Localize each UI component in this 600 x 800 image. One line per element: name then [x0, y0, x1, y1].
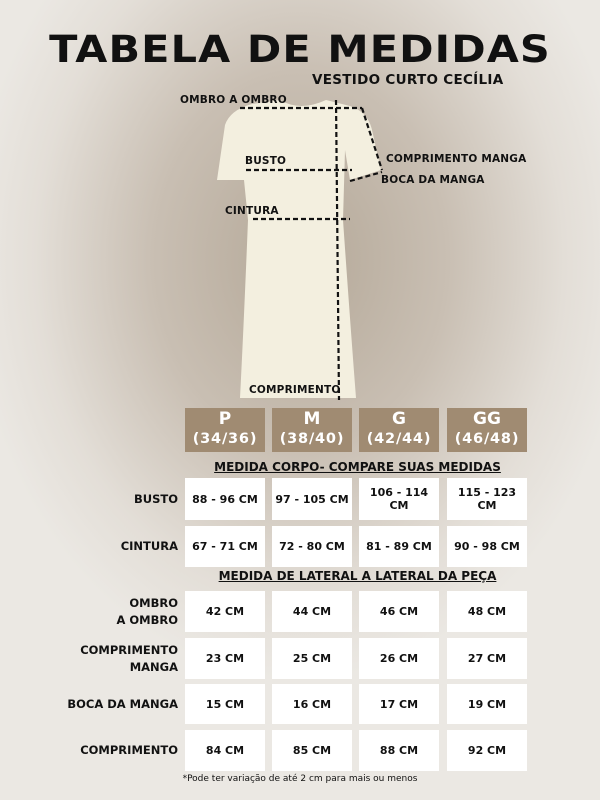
size-letter: M	[303, 409, 321, 429]
table-cell: 85 CM	[272, 730, 352, 771]
table-cell: 27 CM	[447, 638, 527, 679]
row-label: CINTURA	[120, 539, 178, 553]
footnote: *Pode ter variação de até 2 cm para mais…	[182, 774, 418, 784]
table-cell: 72 - 80 CM	[272, 526, 352, 567]
dress-illustration	[217, 99, 384, 401]
size-header-gg: GG (46/48)	[447, 408, 527, 452]
label-comp-manga: COMPRIMENTO MANGA	[386, 153, 527, 165]
section-body-title: MEDIDA CORPO- COMPARE SUAS MEDIDAS	[214, 460, 501, 474]
table-cell: 92 CM	[447, 730, 527, 771]
size-range: (42/44)	[366, 431, 432, 447]
size-range: (46/48)	[454, 431, 520, 447]
table-cell: 25 CM	[272, 638, 352, 679]
table-cell: 44 CM	[272, 591, 352, 632]
table-cell: 106 - 114 CM	[359, 478, 439, 520]
table-cell: 88 CM	[359, 730, 439, 771]
table-cell: 26 CM	[359, 638, 439, 679]
table-cell: 88 - 96 CM	[185, 478, 265, 520]
section-garment-title: MEDIDA DE LATERAL A LATERAL DA PEÇA	[218, 569, 497, 583]
product-name: VESTIDO CURTO CECÍLIA	[312, 72, 504, 88]
size-header-g: G (42/44)	[359, 408, 439, 452]
table-cell: 81 - 89 CM	[359, 526, 439, 567]
table-cell: 67 - 71 CM	[185, 526, 265, 567]
label-cintura: CINTURA	[225, 205, 279, 217]
table-cell: 46 CM	[359, 591, 439, 632]
table-cell: 23 CM	[185, 638, 265, 679]
dress-shape	[217, 100, 381, 398]
table-cell: 48 CM	[447, 591, 527, 632]
label-boca-manga: BOCA DA MANGA	[381, 174, 485, 186]
table-cell: 84 CM	[185, 730, 265, 771]
row-label: OMBRO A OMBRO	[116, 595, 178, 627]
table-cell: 15 CM	[185, 684, 265, 724]
table-cell: 97 - 105 CM	[272, 478, 352, 520]
row-label: BUSTO	[133, 491, 178, 506]
size-range: (38/40)	[279, 431, 345, 447]
page-title: TABELA DE MEDIDAS	[49, 28, 551, 71]
table-cell: 42 CM	[185, 591, 265, 632]
table-cell: 90 - 98 CM	[447, 526, 527, 567]
size-letter: P	[218, 409, 232, 429]
size-range: (34/36)	[192, 431, 258, 447]
size-header-p: P (34/36)	[185, 408, 265, 452]
label-comprimento: COMPRIMENTO	[249, 384, 341, 396]
label-ombro: OMBRO A OMBRO	[180, 94, 287, 106]
size-header-m: M (38/40)	[272, 408, 352, 452]
row-label: COMPRIMENTO	[80, 743, 178, 757]
row-label: COMPRIMENTO MANGA	[80, 642, 178, 674]
row-label: BOCA DA MANGA	[67, 696, 178, 711]
table-cell: 115 - 123 CM	[447, 478, 527, 520]
size-letter: G	[392, 409, 406, 429]
size-letter: GG	[473, 409, 501, 429]
table-cell: 19 CM	[447, 684, 527, 724]
table-cell: 17 CM	[359, 684, 439, 724]
label-busto: BUSTO	[245, 155, 287, 167]
table-cell: 16 CM	[272, 684, 352, 724]
